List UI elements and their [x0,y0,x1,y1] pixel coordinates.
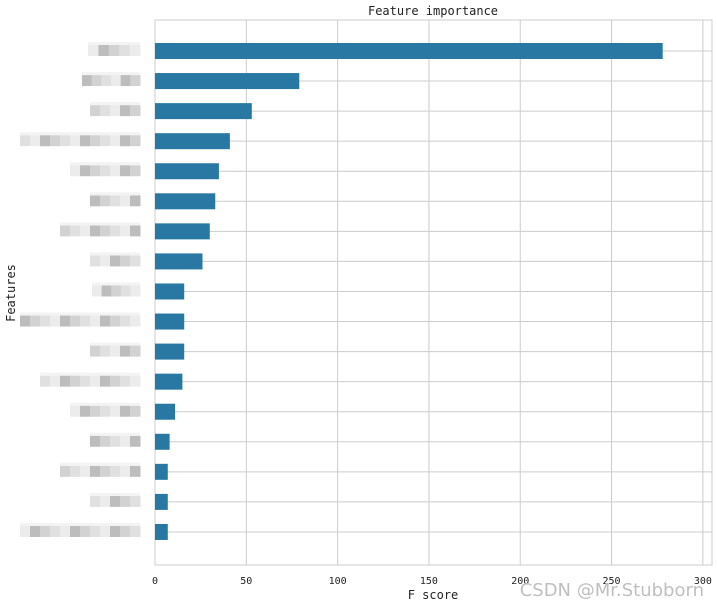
bar [155,433,170,450]
bar [155,193,216,210]
feature-label-redacted [40,372,141,387]
x-tick-label: 50 [240,576,252,587]
chart-title: Feature importance [368,4,498,18]
feature-label-redacted [82,72,141,87]
x-tick-labels: 0 50 100 150 200 250 300 [152,576,712,587]
feature-label-redacted [20,522,141,537]
gridlines [154,20,712,565]
bar [155,103,252,120]
bar [155,523,168,540]
feature-label-redacted [20,312,141,327]
feature-label-redacted [90,102,141,117]
bar [155,133,230,150]
bar [155,73,300,90]
x-tick-label: 300 [694,576,712,587]
feature-label-redacted [90,432,141,447]
feature-label-redacted [88,42,141,56]
bar [155,163,219,180]
watermark: CSDN @Mr.Stubborn [520,580,704,601]
bar [155,223,210,240]
feature-label-redacted [60,222,141,237]
x-tick-label: 0 [152,576,158,587]
feature-label-redacted [20,132,141,147]
bar [155,343,185,360]
feature-label-redacted [92,282,141,297]
bar [155,313,185,330]
bar [155,373,183,390]
bar [155,253,203,270]
feature-label-redacted [90,192,141,207]
x-tick-label: 100 [329,576,347,587]
x-tick-label: 250 [603,576,621,587]
bar [155,493,168,510]
feature-label-redacted [90,252,141,267]
feature-label-redacted [90,492,141,507]
bar [155,463,168,480]
bar [155,43,663,59]
x-tick-label: 150 [420,576,438,587]
bars [155,43,663,540]
feature-label-redacted [60,462,141,477]
x-axis-label: F score [408,588,459,602]
bar [155,403,176,420]
feature-label-redacted [90,342,141,357]
feature-label-redacted [70,162,141,177]
bar [155,283,185,300]
feature-label-redacted [70,402,141,417]
plot-area [154,19,713,566]
x-tick-label: 200 [511,576,529,587]
feature-labels-redacted [20,42,141,537]
y-axis-label: Features [4,264,18,322]
